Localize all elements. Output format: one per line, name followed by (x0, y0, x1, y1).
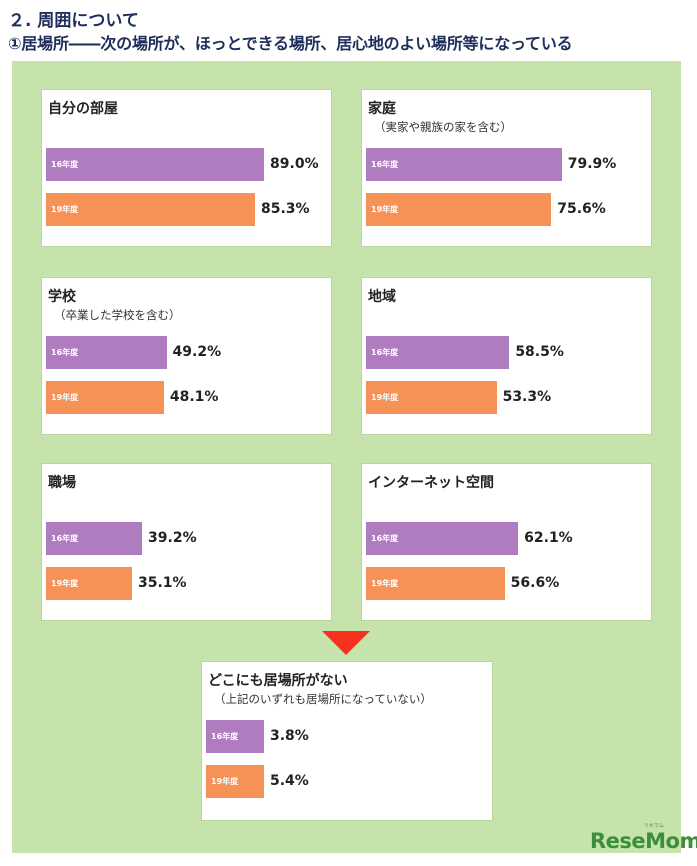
bar-series-label: 16年度 (51, 534, 79, 543)
down-arrow-icon (322, 631, 370, 655)
bar-16: 16年度 (366, 148, 562, 181)
bar-series-label: 16年度 (371, 534, 399, 543)
panel-subtitle: （上記のいずれも居場所になっていない） (214, 692, 432, 706)
bar-series-label: 19年度 (371, 393, 399, 402)
bar-19: 19年度 (46, 567, 132, 600)
chart-panel: 職場 16年度 39.2% 19年度 35.1% (41, 463, 332, 621)
bar-value-label: 35.1% (137, 575, 187, 591)
bar-series-label: 16年度 (51, 348, 79, 357)
bar-16: 16年度 (46, 336, 167, 369)
panel-title: どこにも居場所がない (208, 673, 348, 689)
panel-title: 自分の部屋 (48, 101, 118, 117)
bar-series-label: 16年度 (371, 160, 399, 169)
panel-title: 地域 (368, 289, 396, 305)
bar-value-label: 5.4% (270, 773, 309, 789)
panel-title: 職場 (48, 475, 76, 491)
bar-19: 19年度 (206, 765, 264, 798)
bar-series-label: 19年度 (371, 205, 399, 214)
bar-19: 19年度 (366, 381, 497, 414)
bar-16: 16年度 (366, 522, 519, 555)
logo-kana: リセマム (644, 823, 665, 829)
bar-value-label: 85.3% (260, 201, 310, 217)
panel-title: インターネット空間 (368, 475, 494, 491)
bar-value-label: 75.6% (557, 201, 606, 217)
chart-panel: 家庭 （実家や親族の家を含む） 16年度 79.9% 19年度 75.6% (361, 89, 652, 247)
panel-subtitle: （卒業した学校を含む） (54, 308, 181, 322)
bar-value-label: 53.3% (502, 389, 552, 405)
chart-panel: 自分の部屋 16年度 89.0% 19年度 85.3% (41, 89, 332, 247)
resemom-logo: ReseMom (590, 829, 697, 853)
bar-value-label: 56.6% (510, 575, 560, 591)
bar-16: 16年度 (46, 522, 143, 555)
chart-panel: インターネット空間 16年度 62.1% 19年度 56.6% (361, 463, 652, 621)
chart-panel: どこにも居場所がない （上記のいずれも居場所になっていない） 16年度 3.8% 19年… (201, 661, 493, 821)
bar-series-label: 16年度 (211, 732, 239, 741)
bar-value-label: 89.0% (270, 156, 319, 172)
bar-16: 16年度 (206, 720, 264, 753)
bar-series-label: 19年度 (211, 777, 239, 786)
bar-value-label: 49.2% (172, 344, 222, 360)
bar-series-label: 19年度 (371, 579, 399, 588)
chart-panel: 地域 16年度 58.5% 19年度 53.3% (361, 277, 652, 435)
bar-19: 19年度 (366, 567, 505, 600)
bar-16: 16年度 (46, 148, 265, 181)
panel-title: 家庭 (368, 101, 396, 117)
bar-value-label: 48.1% (169, 389, 219, 405)
bar-series-label: 19年度 (51, 393, 79, 402)
bar-value-label: 39.2% (148, 530, 197, 546)
bar-series-label: 16年度 (371, 348, 399, 357)
question-title: ①居場所――次の場所が、ほっとできる場所、居心地のよい場所等になっている (8, 34, 573, 53)
bar-19: 19年度 (46, 193, 255, 226)
bar-value-label: 3.8% (270, 728, 309, 744)
bar-16: 16年度 (366, 336, 510, 369)
bar-value-label: 58.5% (515, 344, 564, 360)
bar-value-label: 79.9% (567, 156, 617, 172)
bar-19: 19年度 (366, 193, 552, 226)
section-title: ２. 周囲について (8, 11, 139, 31)
bar-series-label: 19年度 (51, 205, 79, 214)
panel-title: 学校 (48, 289, 76, 305)
bar-series-label: 16年度 (51, 160, 79, 169)
bar-19: 19年度 (46, 381, 164, 414)
bar-value-label: 62.1% (524, 530, 573, 546)
chart-panel: 学校 （卒業した学校を含む） 16年度 49.2% 19年度 48.1% (41, 277, 332, 435)
bar-series-label: 19年度 (51, 579, 79, 588)
panel-subtitle: （実家や親族の家を含む） (374, 120, 512, 134)
